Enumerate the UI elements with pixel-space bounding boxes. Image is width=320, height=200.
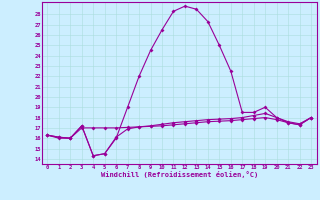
- X-axis label: Windchill (Refroidissement éolien,°C): Windchill (Refroidissement éolien,°C): [100, 171, 258, 178]
